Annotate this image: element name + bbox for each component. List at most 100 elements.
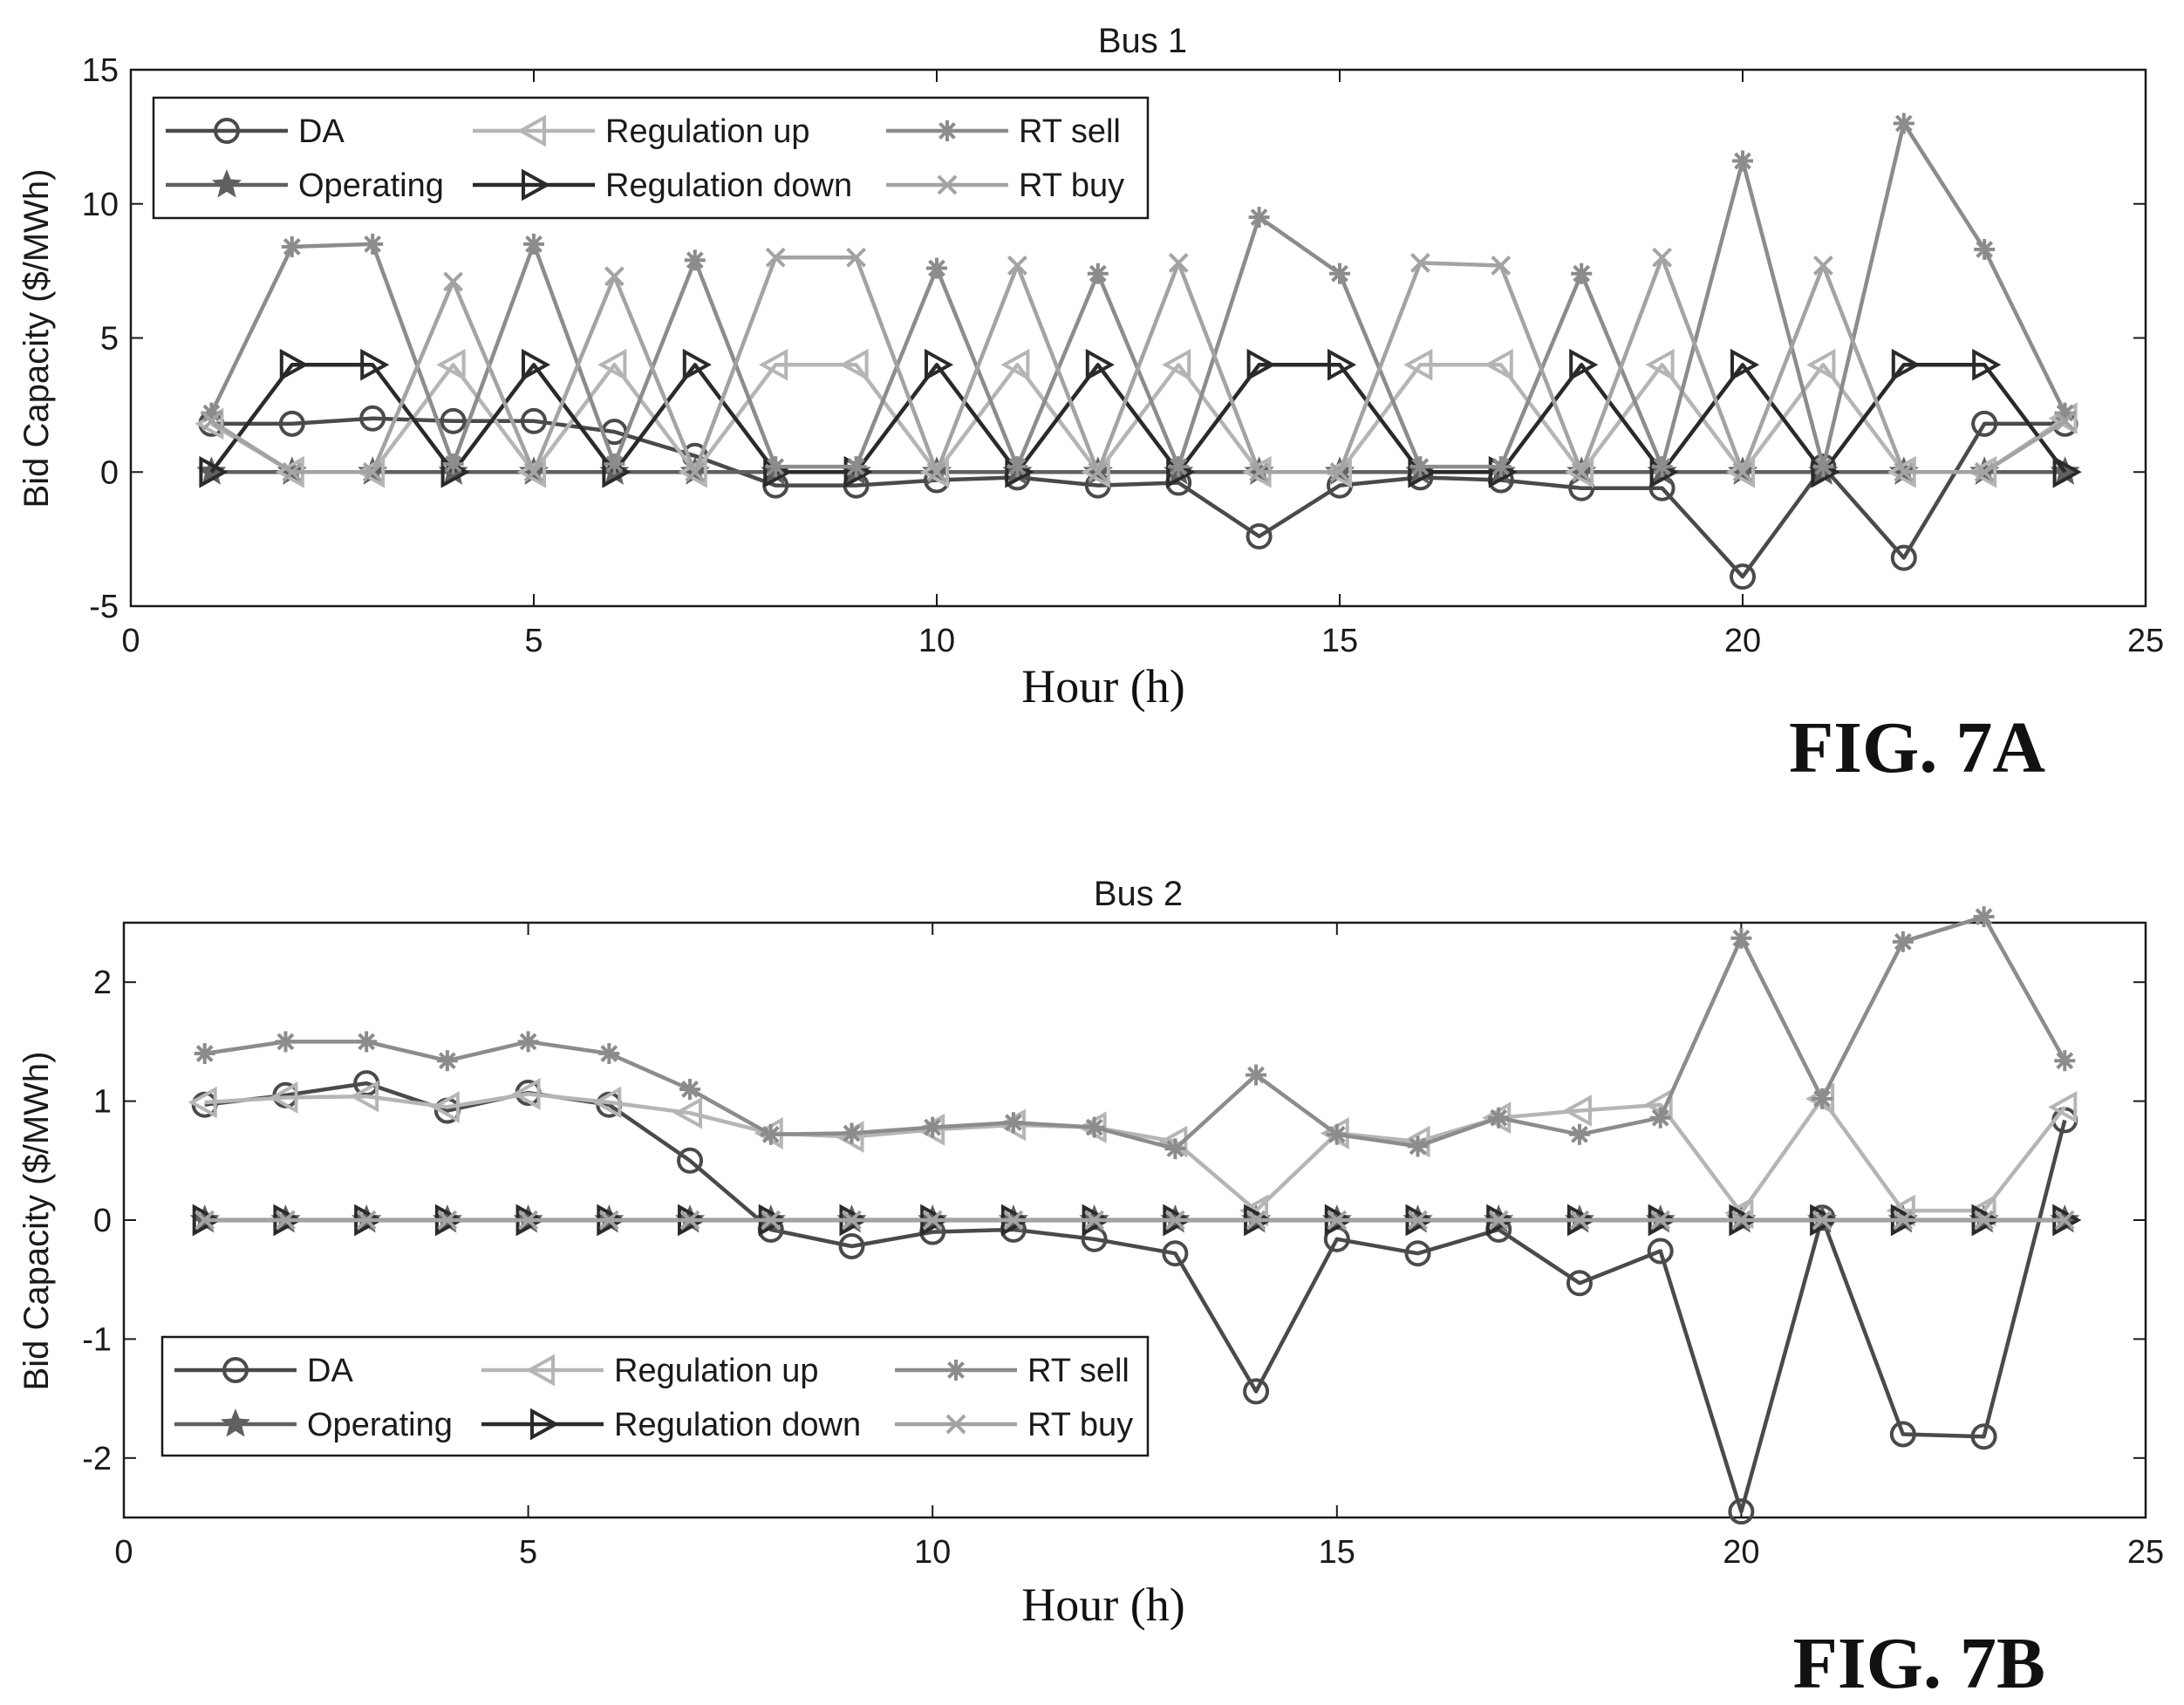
- data-point: [517, 1031, 539, 1053]
- data-point: [1971, 410, 1998, 437]
- data-point: [760, 1123, 781, 1145]
- chart-title: Bus 2: [1094, 875, 1183, 913]
- y-axis-label: Bid Capacity ($/MWh): [17, 1052, 56, 1391]
- data-point: [1732, 461, 1753, 482]
- legend-box: [152, 96, 1150, 220]
- data-point: [1650, 1210, 1671, 1231]
- data-point: [356, 1210, 377, 1231]
- data-point: [523, 233, 544, 255]
- data-point: [845, 456, 867, 478]
- data-point: [1409, 456, 1431, 478]
- data-point: [275, 1031, 297, 1053]
- legend-label: DA: [307, 1353, 353, 1389]
- data-point: [759, 348, 788, 381]
- legend-item: Regulation up: [481, 1353, 819, 1389]
- x-tick-label: 5: [519, 1534, 537, 1571]
- series-layer: [188, 906, 2082, 1525]
- data-point: [925, 348, 954, 381]
- legend-marker: [937, 120, 958, 141]
- legend-item: RT buy: [895, 1407, 1133, 1443]
- data-point: [436, 348, 466, 381]
- data-point: [1893, 113, 1914, 134]
- x-tick-label: 15: [1319, 1534, 1355, 1571]
- data-point: [1892, 931, 1914, 952]
- legend-marker: [522, 168, 551, 201]
- data-point: [1889, 1421, 1916, 1448]
- data-point: [1168, 456, 1190, 478]
- data-point: [839, 348, 869, 381]
- data-point: [1732, 150, 1753, 172]
- legend-label: Operating: [298, 167, 444, 204]
- data-point: [1088, 461, 1109, 482]
- data-point: [437, 1210, 458, 1231]
- legend-marker: [945, 1414, 966, 1435]
- data-point: [1327, 348, 1357, 381]
- data-point: [1162, 348, 1191, 381]
- data-point: [1970, 1423, 1997, 1450]
- data-point: [1728, 1498, 1755, 1525]
- data-point: [842, 1210, 862, 1231]
- figure-label: FIG. 7A: [1789, 707, 2045, 788]
- legend-label: RT buy: [1019, 167, 1124, 204]
- series-rt-buy: [195, 1210, 2075, 1231]
- x-axis-label: Hour (h): [1021, 660, 1184, 713]
- data-point: [1730, 348, 1760, 381]
- x-tick-label: 5: [524, 623, 543, 659]
- tick-labels: 0 5 10 15 20 25 -2 -1 0 1 2: [82, 965, 2164, 1571]
- data-point: [1007, 256, 1027, 276]
- y-tick-label: 1: [93, 1084, 112, 1121]
- data-point: [597, 348, 627, 381]
- y-tick-label: -2: [82, 1441, 112, 1477]
- data-point: [1249, 461, 1270, 482]
- data-point: [1968, 455, 1997, 488]
- data-point: [2054, 1210, 2075, 1231]
- data-point: [1812, 256, 1833, 276]
- data-point: [1326, 1123, 1348, 1145]
- data-point: [679, 1078, 701, 1100]
- data-point: [1488, 1107, 1510, 1129]
- data-point: [279, 348, 309, 381]
- data-point: [1329, 263, 1350, 284]
- data-point: [282, 461, 303, 482]
- data-point: [1162, 1240, 1189, 1267]
- data-point: [350, 1080, 379, 1113]
- data-point: [765, 456, 787, 478]
- data-point: [846, 247, 867, 268]
- data-point: [1003, 1210, 1024, 1231]
- data-point: [1407, 1136, 1429, 1157]
- data-point: [1168, 252, 1189, 273]
- data-point: [1812, 1088, 1833, 1109]
- data-point: [1246, 523, 1273, 550]
- x-tick-label: 0: [114, 1534, 133, 1571]
- data-point: [1569, 1210, 1590, 1231]
- data-point: [1329, 461, 1350, 482]
- data-point: [604, 454, 625, 475]
- data-point: [1083, 1116, 1105, 1138]
- data-point: [1409, 252, 1430, 273]
- data-point: [1404, 1240, 1431, 1267]
- data-point: [194, 1043, 215, 1065]
- data-point: [1000, 348, 1030, 381]
- data-point: [1812, 456, 1834, 478]
- legend-marker: [945, 1360, 966, 1381]
- data-point: [278, 410, 305, 437]
- axis-ticks: [130, 69, 2146, 607]
- series-rt-buy: [201, 247, 2076, 482]
- data-point: [1894, 461, 1914, 482]
- data-point: [522, 348, 551, 381]
- legend-marker: [516, 114, 546, 147]
- figure-label: FIG. 7B: [1793, 1623, 2045, 1704]
- data-point: [199, 455, 229, 488]
- data-point: [2052, 455, 2082, 488]
- legend-label: Regulation up: [614, 1353, 819, 1389]
- data-point: [838, 1233, 865, 1260]
- y-tick-label: 5: [100, 321, 119, 358]
- legend-item: RT sell: [886, 113, 1121, 150]
- legend-label: RT buy: [1027, 1407, 1133, 1443]
- data-point: [1890, 544, 1917, 571]
- data-point: [922, 1116, 944, 1138]
- legend-marker: [222, 1357, 249, 1383]
- series-line: [211, 416, 2065, 579]
- legend-item: Operating: [166, 167, 444, 204]
